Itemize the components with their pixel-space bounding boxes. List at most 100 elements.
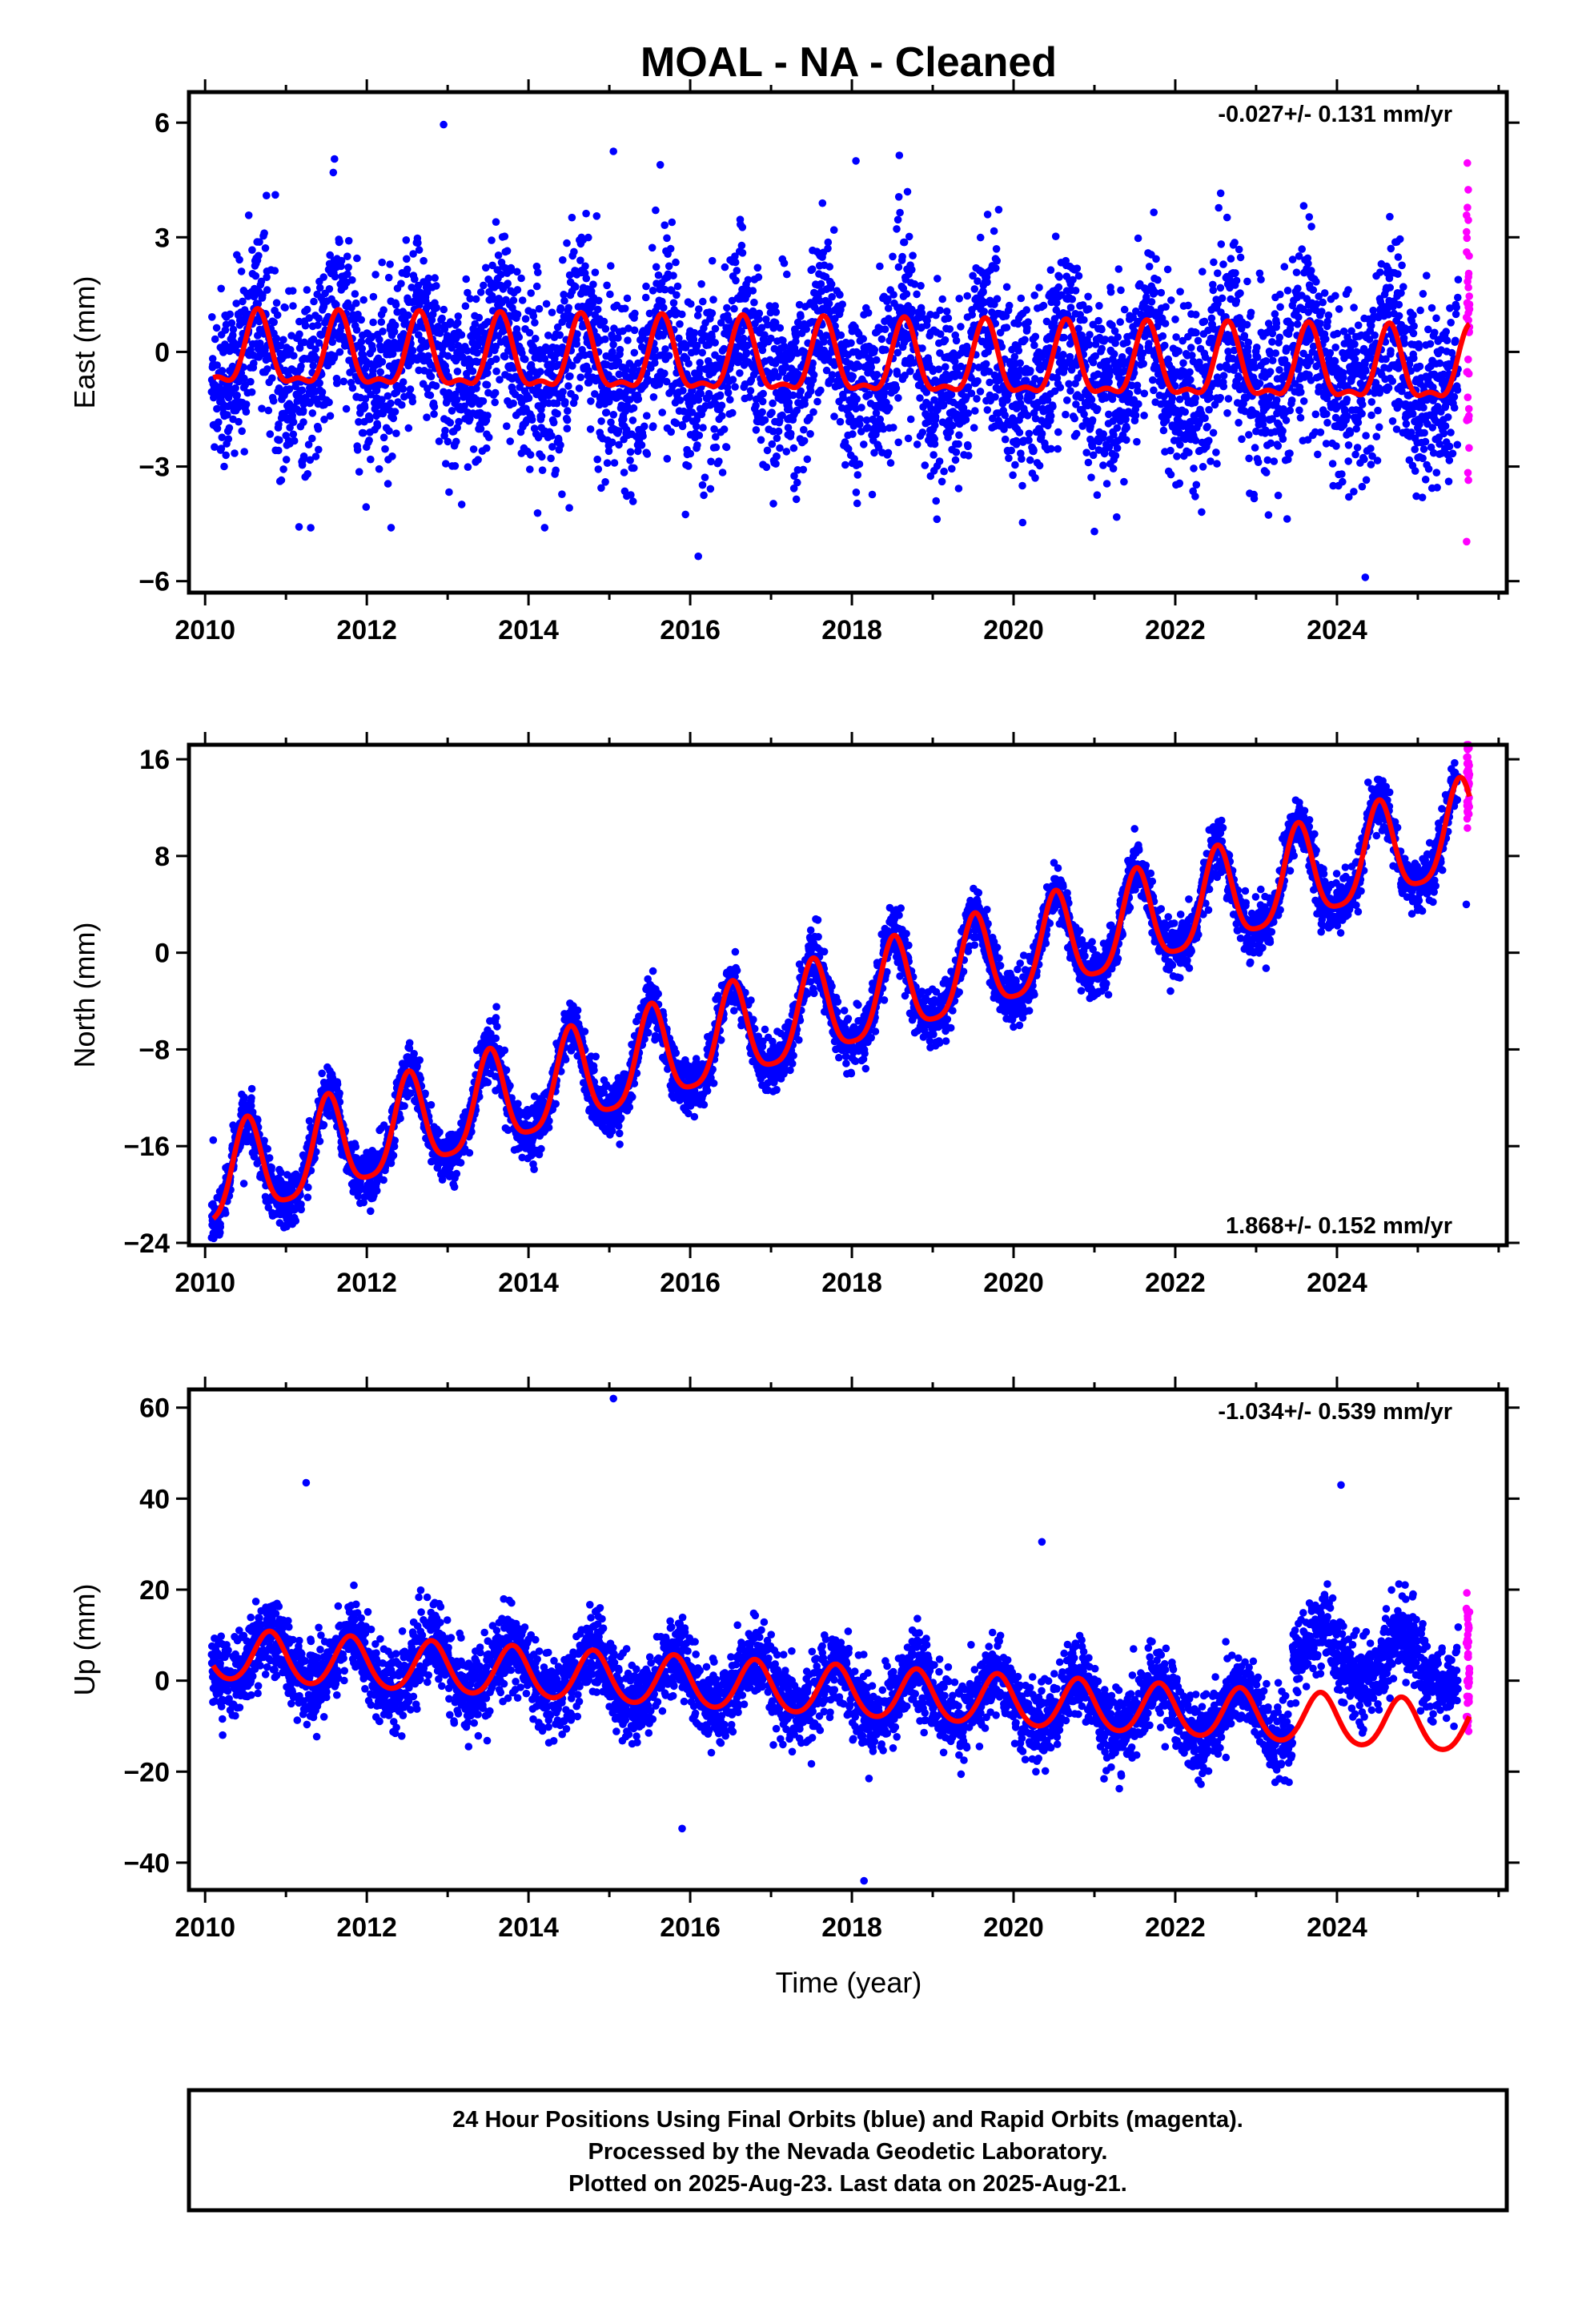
final-orbit-point [1282,416,1291,424]
final-orbit-point [217,284,226,293]
final-orbit-point [444,437,452,446]
final-orbit-point [908,266,916,274]
final-orbit-point [299,452,308,460]
final-orbit-point [965,452,973,460]
final-orbit-point [902,290,911,298]
final-orbit-point [873,371,881,379]
final-orbit-point [355,418,363,426]
final-orbit-point [464,463,472,471]
final-orbit-point [295,523,303,531]
final-orbit-point [1171,316,1179,324]
final-orbit-point [1015,428,1024,436]
final-orbit-point [509,296,518,304]
final-orbit-point [957,323,965,331]
final-orbit-point [1312,278,1320,286]
final-orbit-point [690,328,699,337]
final-orbit-point [630,326,639,335]
final-orbit-point [1212,448,1220,456]
final-orbit-point [836,291,844,300]
final-orbit-point [827,280,836,288]
final-orbit-point [208,313,216,321]
final-orbit-point [1240,332,1249,340]
final-orbit-point [288,412,297,420]
final-orbit-point [1066,304,1075,312]
final-orbit-point [1176,440,1184,449]
final-orbit-point [212,324,221,332]
final-orbit-point [1051,232,1060,241]
final-orbit-point [1386,283,1394,292]
final-orbit-point [1410,322,1418,331]
final-orbit-point [976,388,985,396]
final-orbit-point [800,425,808,434]
final-orbit-point [762,463,771,472]
final-orbit-point [895,151,904,159]
final-orbit-point [1191,493,1199,501]
final-orbit-point [991,392,999,401]
final-orbit-point [257,277,266,286]
final-orbit-point [917,282,925,290]
final-orbit-point [893,215,902,224]
final-orbit-point [239,297,247,306]
final-orbit-point [1443,336,1452,345]
final-orbit-point [601,335,609,344]
final-orbit-point [759,389,767,398]
final-orbit-point [624,336,632,344]
final-orbit-point [1205,436,1213,444]
final-orbit-point [787,429,795,438]
final-orbit-point [261,244,270,252]
final-orbit-point [1122,436,1130,444]
final-orbit-point [1168,394,1177,403]
final-orbit-point [667,428,675,436]
final-orbit-point [1158,332,1167,340]
final-orbit-point [432,382,440,390]
final-orbit-point [1219,372,1228,380]
final-orbit-point [352,299,360,308]
final-orbit-point [881,346,889,354]
final-orbit-point [1388,417,1397,425]
final-orbit-point [1022,306,1030,314]
final-orbit-point [643,412,651,420]
final-orbit-point [1424,464,1433,473]
final-orbit-point [441,426,449,435]
final-orbit-point [1255,380,1264,388]
final-orbit-point [348,275,356,284]
final-orbit-point [1199,463,1207,471]
final-orbit-point [299,418,307,426]
final-orbit-point [1309,286,1318,295]
final-orbit-point [1084,458,1093,467]
final-orbit-point [344,236,353,245]
final-orbit-point [379,433,388,442]
final-orbit-point [1098,325,1106,334]
final-orbit-point [1376,268,1384,276]
final-orbit-point [1276,303,1284,312]
final-orbit-point [951,456,960,464]
final-orbit-point [1243,277,1251,286]
final-orbit-point [335,238,343,246]
final-orbit-point [603,281,611,290]
final-orbit-point [1232,276,1241,285]
final-orbit-point [1335,305,1343,313]
final-orbit-point [758,397,767,406]
final-orbit-point [337,262,345,271]
final-orbit-point [297,362,305,371]
final-orbit-point [500,232,509,241]
final-orbit-point [384,273,393,282]
final-orbit-point [1433,484,1441,492]
final-orbit-point [1238,435,1246,444]
final-orbit-point [1293,320,1302,328]
final-orbit-point [793,478,801,487]
final-orbit-point [1339,477,1347,486]
final-orbit-point [315,379,324,388]
final-orbit-point [483,380,492,389]
final-orbit-point [318,388,327,396]
final-orbit-point [916,394,924,402]
final-orbit-point [1262,468,1271,476]
final-orbit-point [763,446,772,455]
final-orbit-point [1331,292,1339,300]
final-orbit-point [1031,332,1040,341]
final-orbit-point [1084,292,1092,301]
final-orbit-point [368,345,377,354]
final-orbit-point [1054,283,1063,292]
final-orbit-point [797,312,805,320]
final-orbit-point [1244,338,1253,347]
